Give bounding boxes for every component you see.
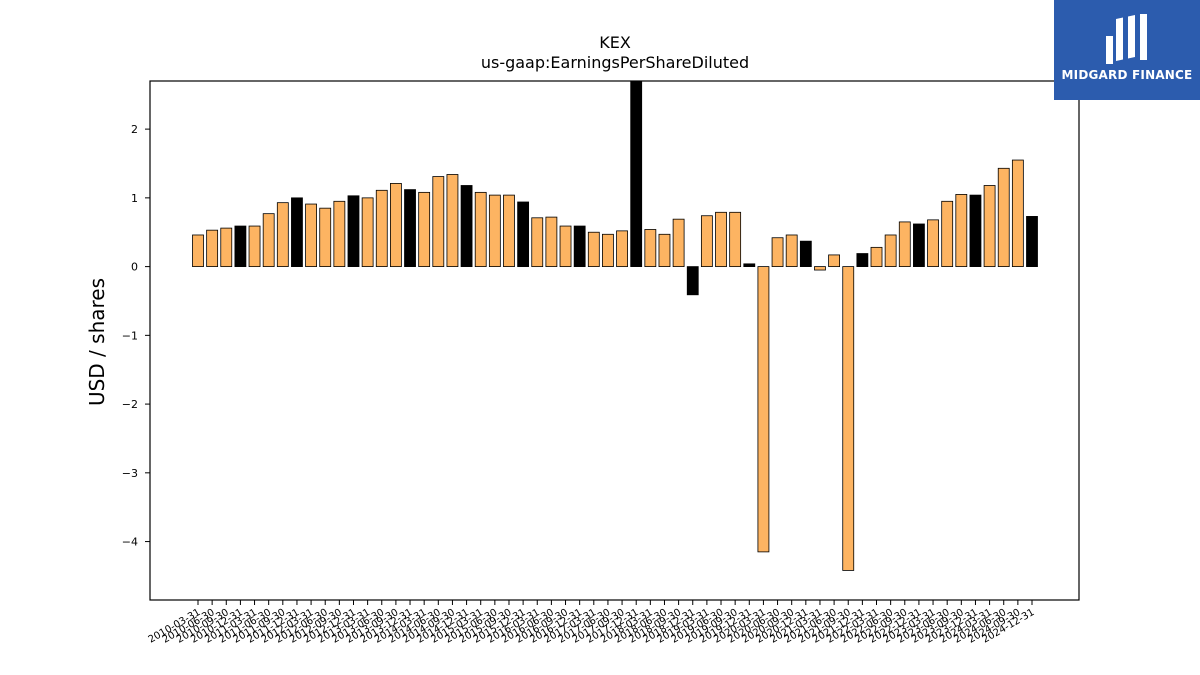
bar-2022-06-30 bbox=[884, 234, 897, 267]
bar-2016-03-31 bbox=[531, 217, 544, 268]
bars bbox=[192, 81, 1038, 571]
bar-2023-06-30 bbox=[941, 200, 954, 268]
y-tick-label: −2 bbox=[122, 398, 138, 411]
bar-2017-06-30 bbox=[602, 233, 614, 267]
bar-2013-06-30 bbox=[375, 189, 388, 268]
bar-2018-03-31 bbox=[644, 229, 657, 267]
y-axis-label: USD / shares bbox=[85, 278, 109, 406]
brand-name: MIDGARD FINANCE bbox=[1061, 68, 1193, 82]
bar-2020-03-31 bbox=[757, 266, 770, 553]
midgard-logo-icon bbox=[1106, 14, 1147, 64]
bar-2023-12-31 bbox=[969, 194, 982, 267]
bar-2017-03-31 bbox=[587, 231, 600, 267]
bar-2024-06-30 bbox=[997, 167, 1010, 268]
bar-2018-12-31 bbox=[686, 266, 699, 296]
bar-2016-12-31 bbox=[573, 225, 586, 268]
y-tick-label: −3 bbox=[122, 467, 138, 480]
bar-2012-09-30 bbox=[333, 200, 346, 268]
bar-2019-09-30 bbox=[729, 211, 742, 268]
y-tick-label: 0 bbox=[131, 261, 138, 274]
bar-2016-09-30 bbox=[559, 225, 572, 268]
bar-2016-06-30 bbox=[545, 216, 558, 268]
bar-2011-03-31 bbox=[248, 225, 261, 268]
brand-logo: MIDGARD FINANCE bbox=[1054, 0, 1200, 100]
bar-2024-09-30 bbox=[1011, 159, 1024, 268]
bar-2017-09-30 bbox=[616, 230, 628, 268]
bar-2022-09-30 bbox=[898, 221, 911, 267]
bar-2019-12-31 bbox=[743, 263, 756, 268]
bar-2023-03-31 bbox=[927, 219, 939, 268]
bar-2014-03-31 bbox=[418, 191, 431, 267]
bar-2011-06-30 bbox=[262, 213, 275, 267]
bar-2012-06-30 bbox=[319, 207, 332, 267]
bar-2021-12-31 bbox=[856, 253, 869, 267]
bar-2012-12-31 bbox=[347, 195, 360, 268]
y-tick-label: 1 bbox=[131, 192, 138, 205]
y-tick-label: 2 bbox=[131, 123, 138, 136]
bar-2023-09-30 bbox=[955, 194, 968, 267]
bar-2019-06-30 bbox=[715, 211, 727, 268]
bar-2010-06-30 bbox=[206, 229, 219, 267]
bar-2024-03-31 bbox=[983, 185, 996, 268]
y-tick-label: −4 bbox=[122, 536, 138, 549]
bar-2014-12-31 bbox=[460, 185, 473, 268]
bar-2015-09-30 bbox=[503, 194, 515, 267]
axes-frame bbox=[149, 80, 1080, 601]
bar-2022-12-31 bbox=[913, 223, 925, 267]
bar-2014-06-30 bbox=[432, 176, 445, 268]
bar-2012-03-31 bbox=[305, 203, 317, 268]
bar-2018-06-30 bbox=[658, 233, 671, 267]
bar-2010-12-31 bbox=[234, 225, 247, 268]
bar-2020-06-30 bbox=[771, 237, 784, 267]
bar-2017-12-31 bbox=[630, 81, 643, 268]
bar-2021-06-30 bbox=[828, 254, 840, 268]
y-tick-label: −1 bbox=[122, 329, 138, 342]
bar-2021-09-30 bbox=[842, 266, 855, 571]
bar-2010-03-31 bbox=[192, 234, 204, 267]
bar-2013-12-31 bbox=[404, 189, 416, 267]
bar-2013-03-31 bbox=[361, 197, 374, 267]
bar-2020-09-30 bbox=[785, 234, 798, 267]
bar-2010-09-30 bbox=[220, 227, 233, 268]
bar-2020-12-31 bbox=[799, 240, 812, 267]
chart-title: KEX bbox=[599, 33, 631, 52]
plot-area: 210−1−2−3−42010-03-312010-06-302010-09-3… bbox=[122, 80, 1080, 646]
bar-2021-03-31 bbox=[814, 266, 826, 271]
chart-subtitle: us-gaap:EarningsPerShareDiluted bbox=[481, 53, 749, 72]
bar-2018-09-30 bbox=[672, 218, 685, 267]
bar-2024-12-31 bbox=[1026, 216, 1038, 267]
bar-2015-06-30 bbox=[488, 194, 501, 267]
bar-2013-09-30 bbox=[389, 183, 402, 268]
bar-2022-03-31 bbox=[870, 246, 883, 268]
bar-2019-03-31 bbox=[700, 215, 713, 267]
bar-2011-09-30 bbox=[276, 202, 289, 267]
bar-2014-09-30 bbox=[446, 174, 459, 268]
bar-2015-12-31 bbox=[517, 201, 530, 268]
bar-2015-03-31 bbox=[474, 191, 487, 267]
bar-2011-12-31 bbox=[291, 197, 303, 267]
